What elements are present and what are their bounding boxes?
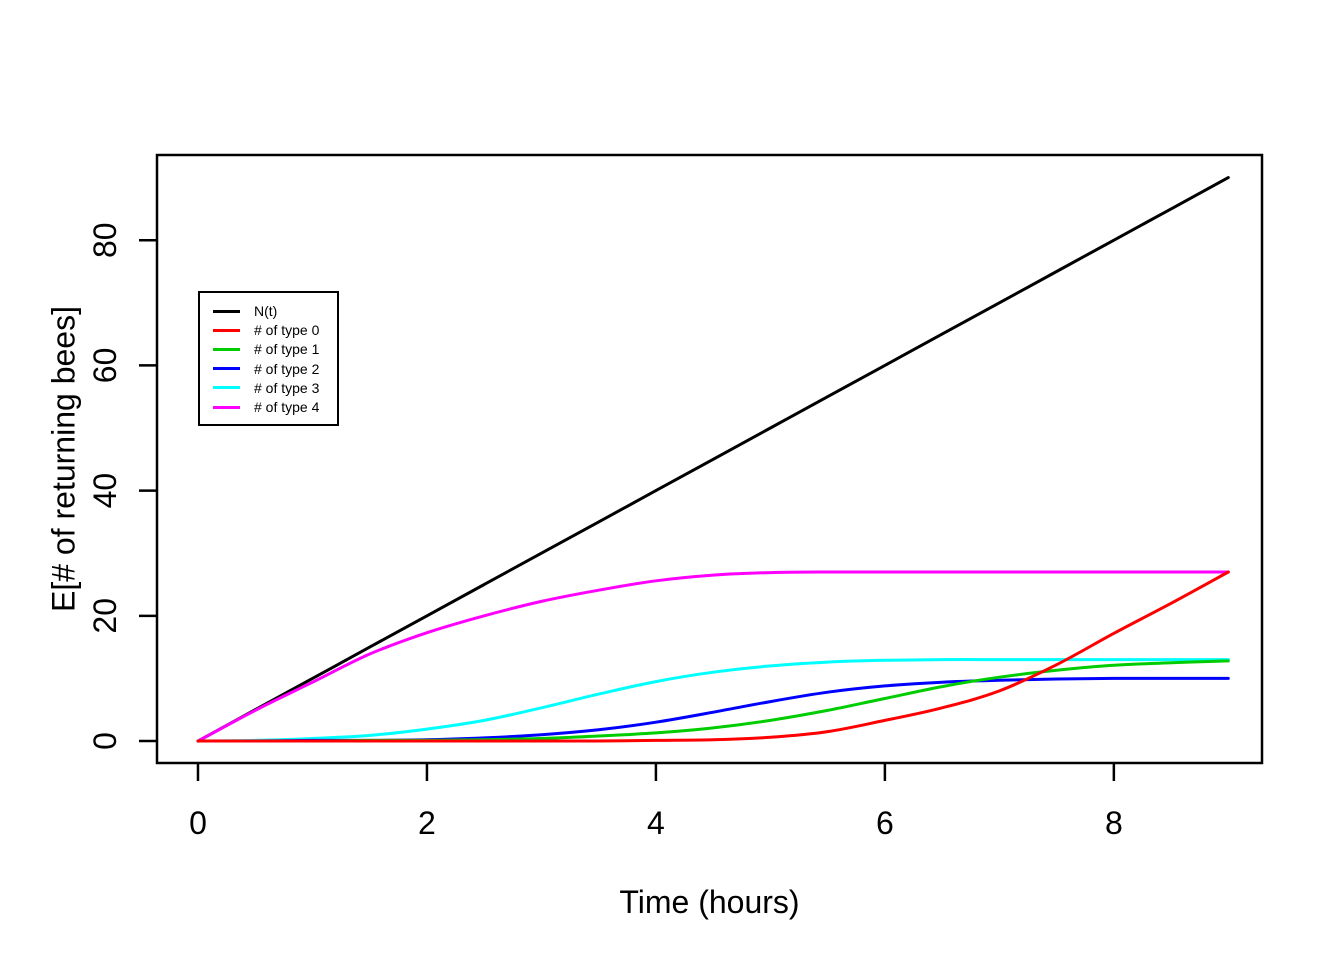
legend-item-label: # of type 4 (254, 399, 320, 415)
y-tick-label: 80 (87, 222, 123, 258)
legend-line-swatch (213, 309, 240, 313)
legend-item: # of type 3 (200, 379, 319, 397)
legend-line-swatch (213, 386, 240, 390)
series-line-3 (196, 676, 1230, 743)
legend-line-swatch (213, 347, 240, 351)
legend-item-label: # of type 1 (254, 341, 320, 358)
y-tick-label: 60 (87, 348, 123, 384)
legend-item: N(t) (200, 302, 277, 320)
x-axis-label: Time (hours) (619, 884, 800, 920)
legend-line-swatch (213, 328, 240, 332)
x-tick-label: 2 (418, 805, 436, 841)
plot-box (155, 153, 1264, 765)
series-line-5 (196, 570, 1230, 743)
x-tick-label: 8 (1105, 805, 1123, 841)
y-tick-label: 20 (87, 598, 123, 634)
legend-item: # of type 4 (200, 398, 319, 416)
legend-item-label: # of type 2 (254, 360, 320, 377)
series-line-0 (196, 176, 1230, 743)
legend-item-label: # of type 0 (254, 322, 320, 339)
legend-item: # of type 1 (200, 340, 319, 358)
x-tick-label: 6 (876, 805, 894, 841)
series-line-1 (196, 570, 1230, 743)
legend-item: # of type 0 (200, 321, 319, 339)
legend-line-swatch (213, 367, 240, 371)
y-tick-label: 0 (87, 732, 123, 750)
legend-item-label: N(t) (254, 303, 278, 319)
legend: N(t) # of type 0 # of type 1 # of type 2 # o… (198, 291, 339, 426)
y-tick-label: 40 (87, 473, 123, 509)
x-tick-label: 0 (189, 805, 207, 841)
y-axis-label: E[# of returning bees] (45, 306, 82, 612)
legend-line-swatch (213, 405, 240, 409)
x-tick-label: 4 (647, 805, 665, 841)
legend-item: # of type 2 (200, 360, 319, 378)
legend-item-label: # of type 3 (254, 379, 320, 396)
series-line-4 (196, 658, 1230, 743)
